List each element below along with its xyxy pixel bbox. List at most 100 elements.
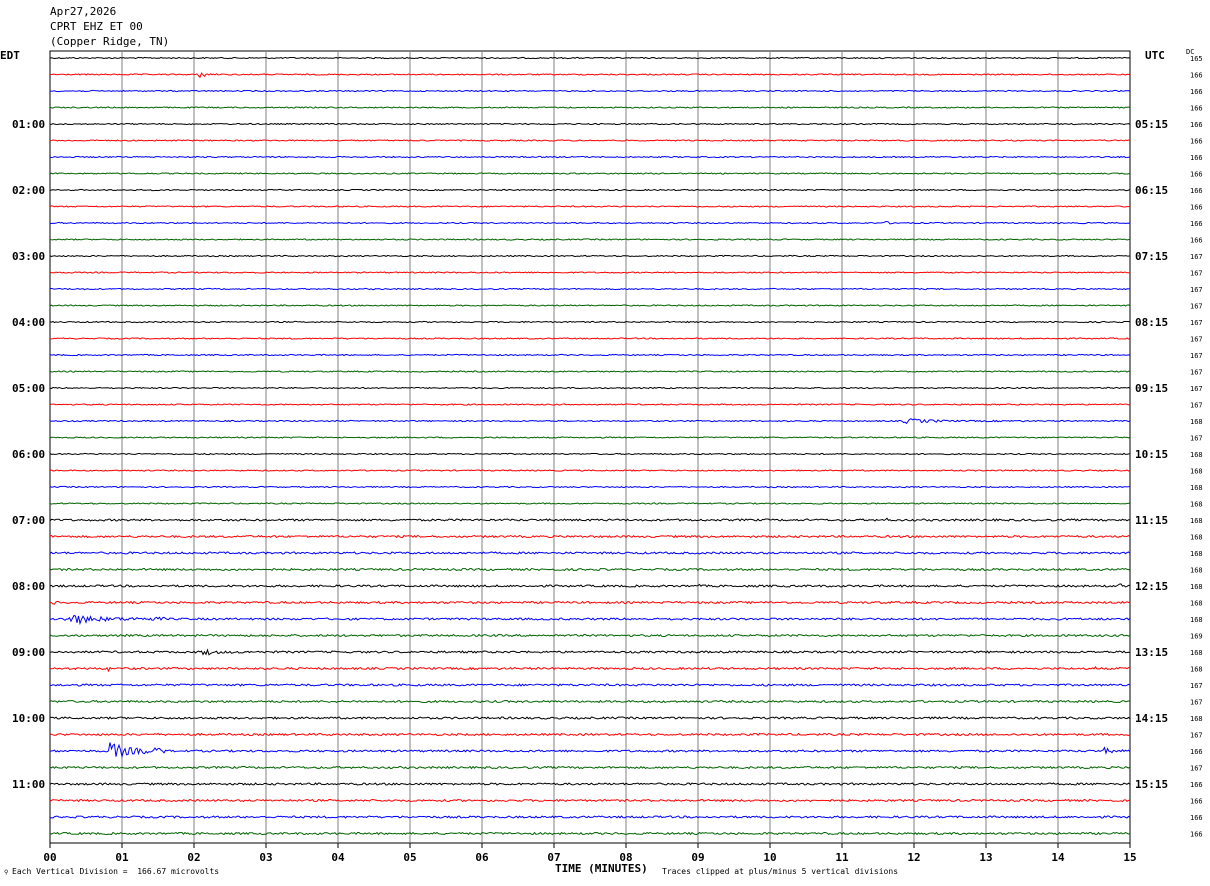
dc-offset-value: 167	[1190, 352, 1203, 360]
left-hour-label: 09:00	[12, 646, 45, 659]
trace-line	[49, 418, 1131, 425]
station-location: (Copper Ridge, TN)	[50, 35, 170, 48]
x-tick-label: 14	[1051, 851, 1065, 864]
x-tick-label: 01	[115, 851, 129, 864]
dc-column-label: DC	[1186, 48, 1195, 56]
dc-offset-value: 168	[1190, 567, 1203, 575]
dc-offset-value: 166	[1190, 105, 1203, 113]
trace-line	[49, 122, 1131, 126]
x-tick-label: 06	[475, 851, 489, 864]
dc-offset-value: 167	[1190, 732, 1203, 740]
trace-line	[49, 732, 1131, 737]
trace-line	[49, 614, 1131, 626]
dc-offset-value: 168	[1190, 583, 1203, 591]
dc-offset-value: 168	[1190, 550, 1203, 558]
trace-line	[49, 56, 1131, 60]
trace-line	[49, 337, 1131, 340]
trace-line	[49, 517, 1131, 522]
dc-offset-value: 166	[1190, 88, 1203, 96]
left-hour-label: 11:00	[12, 778, 45, 791]
dc-offset-value: 167	[1190, 319, 1203, 327]
dc-offset-value: 168	[1190, 616, 1203, 624]
trace-line	[49, 551, 1131, 555]
trace-line	[49, 534, 1131, 539]
x-tick-label: 05	[403, 851, 416, 864]
dc-offset-value: 168	[1190, 451, 1203, 459]
scale-note: ⚲ Each Vertical Division = 166.67 microv…	[4, 867, 220, 876]
dc-offset-value: 167	[1190, 369, 1203, 377]
x-tick-label: 07	[547, 851, 560, 864]
x-tick-label: 12	[907, 851, 920, 864]
trace-line	[49, 304, 1131, 307]
trace-line	[49, 648, 1131, 656]
left-hour-label: 05:00	[12, 382, 45, 395]
dc-offset-value: 167	[1190, 765, 1203, 773]
trace-line	[49, 502, 1131, 505]
station-code: CPRT EHZ ET 00	[50, 20, 143, 33]
trace-line	[49, 485, 1131, 489]
trace-line	[49, 106, 1131, 109]
trace-line	[49, 699, 1131, 704]
trace-line	[49, 600, 1131, 605]
dc-offset-value: 166	[1190, 204, 1203, 212]
dc-offset-value: 166	[1190, 121, 1203, 129]
trace-line	[49, 386, 1131, 390]
x-tick-label: 10	[763, 851, 776, 864]
dc-offset-value: 168	[1190, 600, 1203, 608]
trace-line	[49, 72, 1131, 79]
trace-line	[49, 155, 1131, 159]
right-hour-label: 10:15	[1135, 448, 1168, 461]
trace-line	[49, 742, 1131, 759]
right-hour-label: 15:15	[1135, 778, 1168, 791]
dc-offset-value: 166	[1190, 187, 1203, 195]
x-axis-ticks: 00 01 02 03 04 05 06 07 08 09 10 11 12 13 14 15	[43, 843, 1137, 864]
left-hour-label: 03:00	[12, 250, 45, 263]
dc-offset-value: 166	[1190, 831, 1203, 839]
trace-line	[49, 205, 1131, 208]
dc-offset-value: 166	[1190, 154, 1203, 162]
dc-offset-value: 168	[1190, 534, 1203, 542]
left-hour-label: 08:00	[12, 580, 45, 593]
dc-offset-value: 167	[1190, 682, 1203, 690]
right-hour-label: 08:15	[1135, 316, 1168, 329]
trace-line	[49, 353, 1131, 357]
time-gridlines	[49, 50, 1131, 844]
trace-line	[49, 633, 1131, 638]
dc-offset-value: 166	[1190, 781, 1203, 789]
trace-line	[49, 765, 1131, 770]
trace-line	[49, 815, 1131, 819]
trace-line	[49, 188, 1131, 192]
plot-date: Apr27,2026	[50, 5, 117, 18]
right-hour-label: 07:15	[1135, 250, 1168, 263]
dc-offset-value: 165	[1190, 55, 1203, 63]
dc-offset-value: 168	[1190, 468, 1203, 476]
dc-offset-values: 165 166 166 166 166 166 166 166 166 166 166 166 167 1…	[1190, 55, 1203, 839]
x-tick-label: 15	[1123, 851, 1136, 864]
dc-offset-value: 166	[1190, 171, 1203, 179]
dc-offset-value: 168	[1190, 666, 1203, 674]
dc-offset-value: 167	[1190, 336, 1203, 344]
trace-line	[49, 683, 1131, 687]
trace-line	[49, 666, 1131, 673]
right-timezone-label: UTC	[1145, 49, 1165, 62]
dc-offset-value: 168	[1190, 484, 1203, 492]
dc-offset-value: 167	[1190, 303, 1203, 311]
dc-offset-value: 168	[1190, 517, 1203, 525]
left-hour-label: 01:00	[12, 118, 45, 131]
right-hour-label: 12:15	[1135, 580, 1168, 593]
right-hour-label: 14:15	[1135, 712, 1168, 725]
dc-offset-value: 166	[1190, 237, 1203, 245]
x-tick-label: 11	[835, 851, 849, 864]
dc-offset-value: 166	[1190, 138, 1203, 146]
dc-offset-value: 168	[1190, 501, 1203, 509]
x-tick-label: 03	[259, 851, 272, 864]
right-hour-label: 09:15	[1135, 382, 1168, 395]
trace-line	[49, 370, 1131, 373]
dc-offset-value: 168	[1190, 649, 1203, 657]
left-hour-label: 10:00	[12, 712, 45, 725]
trace-line	[49, 320, 1131, 324]
trace-line	[49, 782, 1131, 786]
trace-line	[49, 89, 1131, 93]
left-hour-label: 06:00	[12, 448, 45, 461]
